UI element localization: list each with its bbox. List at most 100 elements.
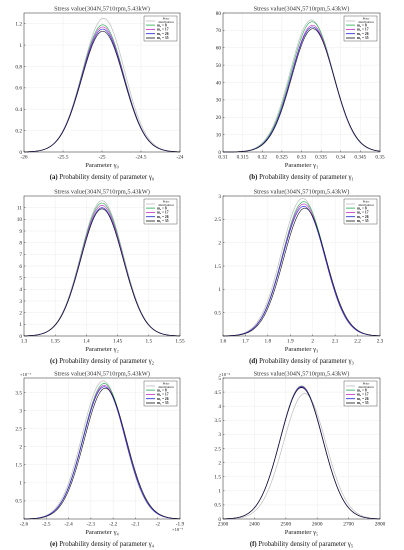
y-tick-label: 1.5 — [214, 264, 221, 270]
series-line-3 — [222, 205, 381, 337]
y-tick-label: 0.6 — [15, 86, 22, 92]
y-tick-label: 50 — [216, 63, 222, 69]
legend-label: m₀ = 8 — [157, 206, 167, 210]
x-tick-label: -25 — [98, 155, 105, 161]
x-tick-label: -2.3 — [87, 522, 96, 528]
legend-label: Prior — [363, 17, 371, 21]
series-line-3 — [23, 207, 181, 337]
y-tick-label: 2.5 — [214, 217, 221, 223]
x-tick-label: 0.315 — [237, 155, 249, 161]
y-tick-label: 20 — [216, 115, 222, 121]
series-line-0 — [222, 197, 381, 337]
legend-box — [343, 380, 378, 407]
panel-caption: (b) Probability density of parameter γ₁ — [249, 174, 354, 181]
panel-caption: (a) Probability density of parameter γ₀ — [50, 174, 155, 181]
y-tick-label: 5 — [218, 376, 221, 382]
y-tick-label: 1.2 — [15, 21, 22, 27]
series-line-0 — [222, 393, 381, 520]
legend-label: m₀ = 35 — [157, 219, 169, 223]
x-tick-label: 0.34 — [336, 155, 346, 161]
panel-caption: (c) Probability density of parameter γ₂ — [50, 358, 154, 365]
x-exponent: ×10⁻⁷ — [172, 527, 184, 532]
x-tick-label: -2.4 — [64, 522, 73, 528]
x-tick-label: 0.335 — [315, 155, 327, 161]
chart-title: Stress value(304N,5710rpm,5.43kW) — [54, 371, 150, 378]
axes-frame — [222, 12, 381, 153]
x-tick-label: 1.8 — [265, 339, 272, 345]
y-tick-label: 3.5 — [214, 418, 221, 424]
series-line-4 — [223, 28, 381, 153]
chart-panel-1: Stress value(304N,5710rpm,5.43kW) 0.31 0.3… — [216, 6, 385, 182]
legend-label: m₀ = 17 — [357, 393, 369, 397]
y-tick-label: 7 — [19, 252, 22, 258]
caption-tag: (a) — [50, 174, 60, 181]
y-tick-label: 3 — [218, 432, 221, 438]
series-line-3 — [222, 386, 381, 520]
y-tick-label: 1 — [19, 43, 22, 49]
y-tick-label: 0 — [218, 150, 221, 156]
y-tick-label: 10 — [17, 217, 23, 223]
chart-panel-3: Stress value(304N,5710rpm,5.43kW) 1.6 1.7 1… — [214, 189, 383, 366]
legend-box — [343, 198, 378, 225]
axes-frame — [222, 377, 381, 520]
y-tick-label: 70 — [216, 28, 222, 34]
y-tick-label: 40 — [216, 80, 222, 86]
y-tick-label: 0.2 — [15, 128, 22, 134]
x-tick-label: 2.1 — [332, 339, 339, 345]
legend-label: m₀ = 17 — [357, 211, 369, 215]
y-tick-label: 80 — [216, 11, 222, 17]
legend-label: m₀ = 8 — [357, 388, 367, 392]
x-tick-label: 1.6 — [220, 339, 227, 345]
y-tick-label: 1 — [19, 322, 22, 328]
legend-label: m₀ = 35 — [157, 36, 169, 40]
x-tick-label: 0.31 — [218, 155, 228, 161]
caption-tag: (f) — [250, 541, 259, 548]
y-tick-label: 3 — [19, 408, 22, 414]
x-tick-label: 2.2 — [354, 339, 361, 345]
x-tick-label: 2400 — [249, 522, 260, 528]
legend-box — [143, 15, 178, 42]
x-tick-label: 1.4 — [83, 339, 90, 345]
chart-title: Stress value(304N,5710rpm,5.43kW) — [254, 6, 350, 13]
caption-tag: (c) — [50, 358, 59, 365]
series-line-0 — [23, 380, 181, 520]
legend-label: m₀ = 8 — [157, 23, 167, 27]
series-line-3 — [23, 386, 181, 520]
legend-label: m₀ = 26 — [357, 32, 369, 36]
x-axis-label: Parameter γ₅ — [285, 529, 319, 536]
x-tick-label: -2.2 — [109, 522, 118, 528]
legend-label: m₀ = 26 — [357, 215, 369, 219]
y-tick-label: 1 — [218, 287, 221, 293]
y-tick-label: 0 — [19, 334, 22, 340]
y-exponent: ×10⁻⁷ — [20, 372, 32, 377]
y-tick-label: 0 — [218, 517, 221, 523]
legend-box — [343, 15, 378, 42]
panel-caption: (d) Probability density of parameter γ₃ — [249, 358, 354, 365]
x-tick-label: 1.35 — [51, 339, 61, 345]
chart-title: Stress value(304N,5710rpm,5.43kW) — [254, 371, 350, 378]
y-tick-label: 60 — [216, 46, 222, 52]
x-tick-label: -24.5 — [135, 155, 146, 161]
legend-label: distribution — [358, 20, 374, 24]
legend-label: Prior — [363, 200, 371, 204]
legend-label: distribution — [158, 203, 174, 207]
y-tick-label: 3.5 — [15, 390, 22, 396]
x-tick-label: 1.45 — [113, 339, 123, 345]
legend-label: m₀ = 26 — [357, 397, 369, 401]
y-tick-label: 2.5 — [15, 426, 22, 432]
chart-title: Stress value(304N,5710rpm,5.43kW) — [54, 6, 150, 13]
x-tick-label: 2300 — [218, 522, 229, 528]
x-axis-label: Parameter γ₃ — [285, 346, 319, 353]
y-tick-label: 2 — [19, 444, 22, 450]
x-axis-label: Parameter γ₀ — [85, 162, 119, 169]
legend-label: Prior — [363, 382, 371, 386]
caption-tag: (d) — [249, 358, 259, 365]
axes-frame — [23, 195, 181, 337]
caption-text: Probability density of parameter γ₁ — [259, 174, 354, 181]
legend-label: distribution — [358, 203, 374, 207]
legend-label: m₀ = 26 — [157, 32, 169, 36]
y-tick-label: 30 — [216, 98, 222, 104]
axes-frame — [23, 12, 181, 153]
y-tick-label: 1.5 — [15, 463, 22, 469]
